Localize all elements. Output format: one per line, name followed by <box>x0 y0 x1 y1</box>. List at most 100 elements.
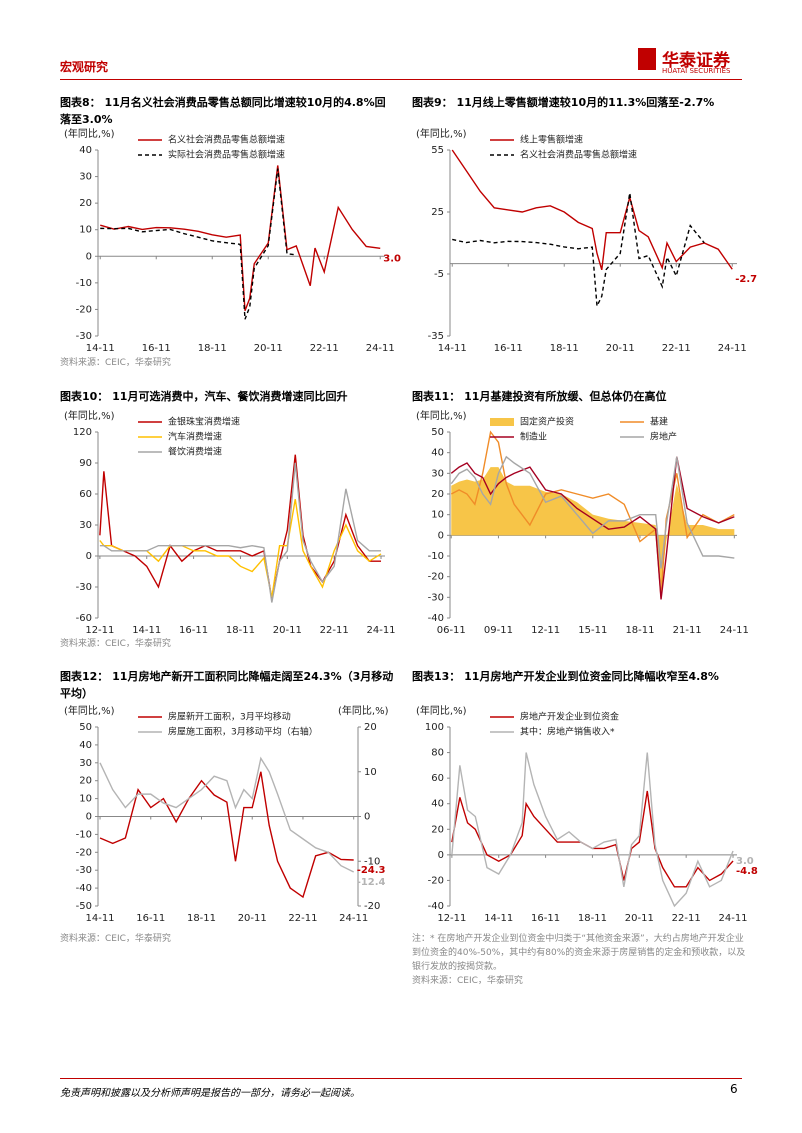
disclaimer: 免责声明和披露以及分析师声明是报告的一部分，请务必一起阅读。 <box>60 1088 360 1099</box>
legend-label: 其中：房地产销售收入* <box>520 726 615 738</box>
y-tick-label: -20 <box>76 304 92 315</box>
y-tick-label: 10 <box>79 225 92 236</box>
chart-title: 图表8： 11月名义社会消费品零售总额同比增速较10月的4.8%回落至3.0% <box>60 96 386 126</box>
line <box>99 771 354 899</box>
legend-label: 房地产开发企业到位资金 <box>520 711 619 723</box>
x-tick-label: 20-11 <box>254 343 283 354</box>
x-tick-label: 22-11 <box>662 343 691 354</box>
x-tick-label: 16-11 <box>142 343 171 354</box>
x-tick-label: 22-11 <box>288 913 317 924</box>
y-tick-label: 20 <box>79 198 92 209</box>
x-tick-label: 22-11 <box>672 913 701 924</box>
y2-axis-label: (年同比,%) <box>338 704 389 717</box>
line <box>99 756 354 873</box>
y-tick-label: 40 <box>431 448 444 459</box>
x-tick-label: 24-11 <box>366 343 395 354</box>
page-number: 6 <box>730 1082 738 1096</box>
data-label: -4.8 <box>736 866 758 877</box>
x-tick-label: 16-11 <box>179 625 208 636</box>
legend-label: 名义社会消费品零售总额增速 <box>168 134 285 146</box>
source-note: 资料来源：CEIC，华泰研究 <box>60 639 171 649</box>
chart-note: 注：* 在房地产开发企业到位资金中归类于“其他资金来源”，大约占房地产开发企业到… <box>412 934 746 972</box>
x-tick-label: 12-11 <box>437 913 466 924</box>
y-tick-label: 60 <box>79 489 92 500</box>
chart-title: 图表13： 11月房地产开发企业到位资金同比降幅收窄至4.8% <box>412 670 719 683</box>
x-tick-label: 18-11 <box>550 343 579 354</box>
y-tick-label: -30 <box>428 592 444 603</box>
header-rule <box>60 79 742 80</box>
x-tick-label: 16-11 <box>494 343 523 354</box>
y-tick-label: -10 <box>76 278 92 289</box>
y-tick-label: 40 <box>79 740 92 751</box>
logo-icon <box>638 48 656 70</box>
footer-rule <box>60 1078 742 1079</box>
y2-tick-label: -10 <box>364 856 380 867</box>
y-tick-label: -50 <box>76 901 92 912</box>
chart-title: 图表11： 11月基建投资有所放缓、但总体仍在高位 <box>412 390 667 403</box>
legend-label: 固定资产投资 <box>520 416 574 428</box>
legend-swatch <box>490 418 514 426</box>
data-label: -12.4 <box>357 877 386 888</box>
y-tick-label: 55 <box>431 145 444 156</box>
x-tick-label: 14-11 <box>438 343 467 354</box>
y-tick-label: -20 <box>76 847 92 858</box>
y-tick-label: 30 <box>79 520 92 531</box>
y-tick-label: 30 <box>79 758 92 769</box>
line <box>451 790 734 888</box>
y-tick-label: -10 <box>76 829 92 840</box>
x-tick-label: 12-11 <box>531 625 560 636</box>
y-axis-label: (年同比,%) <box>64 409 115 422</box>
y2-tick-label: 10 <box>364 767 377 778</box>
x-tick-label: 12-11 <box>85 625 114 636</box>
y-tick-label: 0 <box>438 530 444 541</box>
y-tick-label: 30 <box>431 468 444 479</box>
x-tick-label: 18-11 <box>187 913 216 924</box>
legend-label: 线上零售额增速 <box>520 134 583 146</box>
x-tick-label: 18-11 <box>625 625 654 636</box>
data-label: 3.0 <box>383 253 401 264</box>
y-tick-label: 60 <box>431 773 444 784</box>
x-tick-label: 24-11 <box>718 343 747 354</box>
x-tick-label: 14-11 <box>484 913 513 924</box>
logo-text: 华泰证券 <box>662 51 730 71</box>
line <box>100 168 297 320</box>
y2-tick-label: 20 <box>364 722 377 733</box>
y-axis-label: (年同比,%) <box>64 127 115 140</box>
x-tick-label: 16-11 <box>136 913 165 924</box>
y-axis-label: (年同比,%) <box>416 127 467 140</box>
y-tick-label: -40 <box>428 613 444 624</box>
y-tick-label: 0 <box>86 551 92 562</box>
line <box>100 165 381 312</box>
y-axis-label: (年同比,%) <box>416 409 467 422</box>
y-tick-label: -10 <box>428 551 444 562</box>
x-tick-label: 09-11 <box>484 625 513 636</box>
y-tick-label: 120 <box>73 427 92 438</box>
x-tick-label: 14-11 <box>85 913 114 924</box>
y-tick-label: 50 <box>79 722 92 733</box>
y-tick-label: -40 <box>76 883 92 894</box>
x-tick-label: 18-11 <box>198 343 227 354</box>
y-tick-label: 10 <box>431 510 444 521</box>
x-tick-label: 24-11 <box>366 625 395 636</box>
y-tick-label: 80 <box>431 748 444 759</box>
y-tick-label: -40 <box>428 901 444 912</box>
legend-label: 名义社会消费品零售总额增速 <box>520 149 637 161</box>
x-tick-label: 24-11 <box>339 913 368 924</box>
line <box>452 192 705 309</box>
source-note: 资料来源：CEIC，华泰研究 <box>60 358 171 368</box>
y-tick-label: 25 <box>431 207 444 218</box>
y-tick-label: 50 <box>431 427 444 438</box>
source-note: 资料来源：CEIC，华泰研究 <box>60 934 171 944</box>
y2-tick-label: 0 <box>364 812 370 823</box>
x-tick-label: 22-11 <box>320 625 349 636</box>
y-tick-label: 40 <box>431 799 444 810</box>
legend-label: 金银珠宝消费增速 <box>168 416 240 428</box>
x-tick-label: 20-11 <box>625 913 654 924</box>
y-tick-label: -30 <box>76 865 92 876</box>
x-tick-label: 20-11 <box>273 625 302 636</box>
x-tick-label: 18-11 <box>226 625 255 636</box>
area <box>451 467 735 587</box>
section-label: 宏观研究 <box>60 60 109 74</box>
y-tick-label: -60 <box>76 613 92 624</box>
